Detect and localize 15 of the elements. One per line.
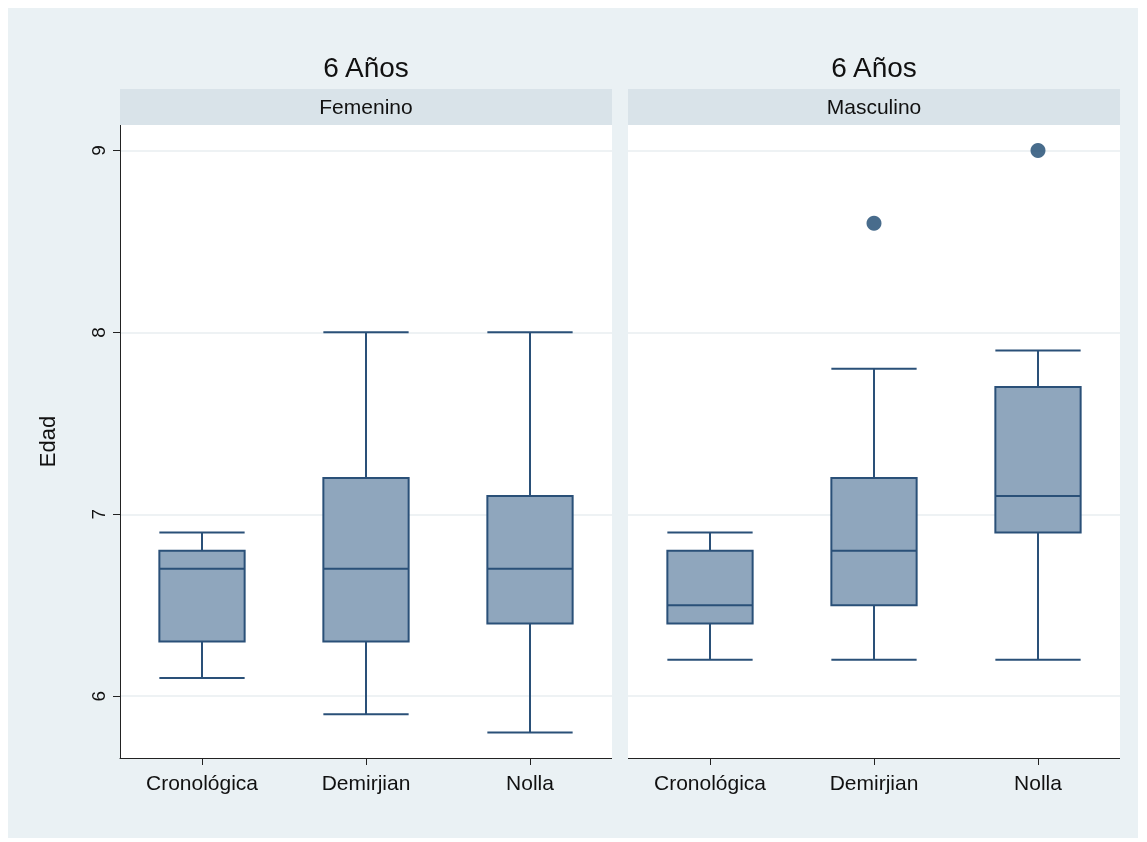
x-tick-label: Demirjian	[321, 771, 411, 794]
y-tick-label: 6	[88, 690, 109, 702]
chart-title: 6 Años	[322, 51, 410, 85]
chart-title: 6 Años	[830, 51, 918, 85]
x-tick-label: Cronológica	[145, 771, 259, 794]
y-axis-title: Edad	[34, 415, 60, 468]
y-tick-label: 7	[88, 508, 109, 520]
x-tick-label: Nolla	[1014, 771, 1063, 794]
y-tick-label: 9	[88, 145, 109, 156]
chart-subtitle: Masculino	[628, 89, 1120, 125]
x-tick-label: Nolla	[506, 771, 555, 794]
x-tick-label: Cronológica	[653, 771, 767, 794]
chart-subtitle: Femenino	[120, 89, 612, 125]
y-tick-label: 8	[88, 327, 109, 338]
x-tick-label: Demirjian	[829, 771, 919, 794]
